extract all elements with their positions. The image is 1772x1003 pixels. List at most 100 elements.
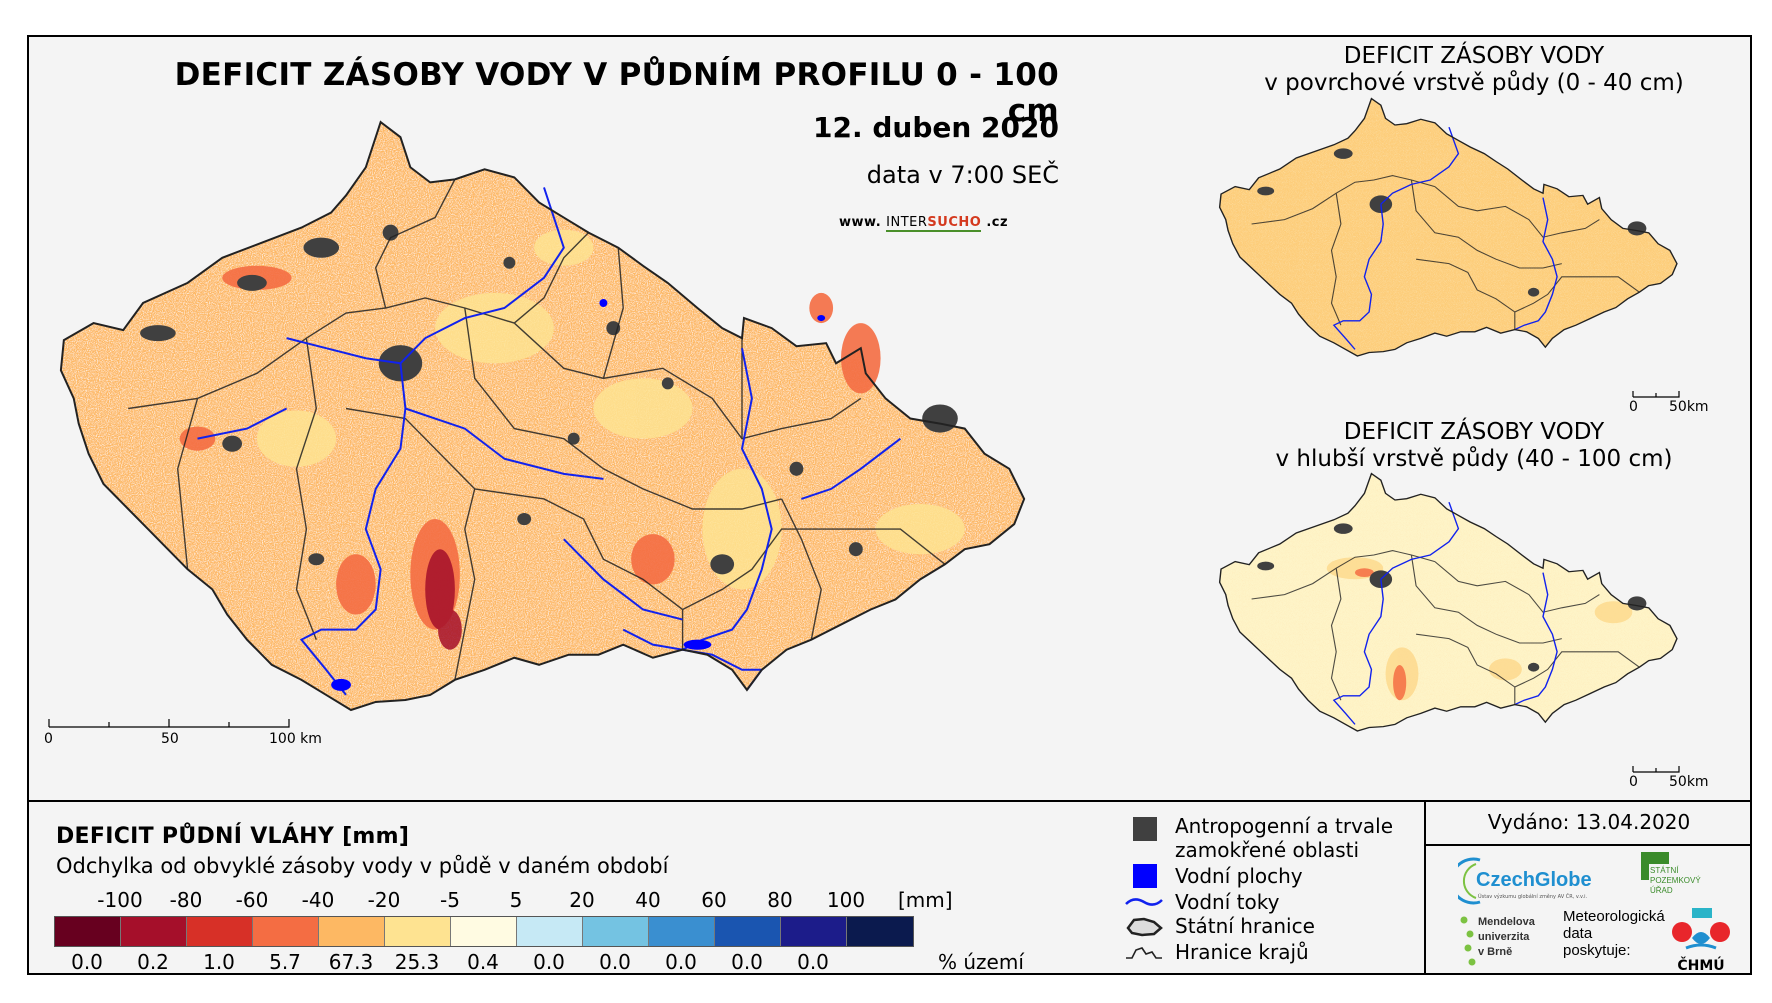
- legend-percent-value: 0.2: [137, 950, 169, 974]
- inset-bottom-scale-50: 50km: [1669, 774, 1709, 790]
- symbol-urban-line1: Antropogenní a trvale: [1175, 814, 1394, 838]
- main-scale-bar: [48, 719, 290, 728]
- legend-panel: DEFICIT PŮDNÍ VLÁHY [mm] Odchylka od obv…: [29, 800, 1752, 975]
- inset-top-scale-bar: [1632, 391, 1680, 398]
- website-link[interactable]: www. INTERSUCHO .cz: [839, 215, 1009, 232]
- legend-percent-value: 0.0: [599, 950, 631, 974]
- water-body-icon: [1124, 864, 1164, 890]
- inset-map-surface: [1218, 97, 1678, 357]
- symbol-region-border: Hranice krajů: [1124, 940, 1309, 966]
- data-time: data v 7:00 SEČ: [866, 161, 1059, 189]
- meteo-line-1: Meteorologická: [1563, 908, 1665, 925]
- legend-swatch: [583, 917, 649, 946]
- urban-area-icon: [1124, 814, 1164, 841]
- legend-swatch: [847, 917, 913, 946]
- symbol-region-border-label: Hranice krajů: [1175, 940, 1309, 964]
- mendel-university-logo[interactable]: Mendelova univerzita v Brně: [1458, 912, 1568, 974]
- main-scale-label-0: 0: [44, 731, 53, 747]
- legend-tick-label: 40: [635, 888, 661, 912]
- legend-tick-label: 100: [826, 888, 866, 912]
- inset-top-scale-50: 50km: [1669, 399, 1709, 415]
- symbol-state-border-label: Státní hranice: [1175, 914, 1315, 938]
- mendel-line-1: Mendelova: [1478, 916, 1535, 928]
- main-map: [59, 121, 1026, 712]
- maps-canvas: [48, 97, 1680, 773]
- partner-logos: CzechGlobe Ústav výzkumu globální změny …: [1426, 844, 1752, 977]
- inset-map-deep: [1218, 472, 1678, 732]
- symbol-urban-label: Antropogenní a trvale zamokřené oblasti: [1175, 814, 1393, 862]
- legend-unit: [mm]: [898, 888, 953, 912]
- spu-line-1: STÁTNÍ: [1650, 866, 1679, 875]
- legend-percent-value: 0.0: [71, 950, 103, 974]
- legend-tick-label: -5: [440, 888, 460, 912]
- region-border-icon: [1124, 940, 1164, 966]
- meteo-line-3: poskytuje:: [1563, 942, 1631, 959]
- inset-bottom-scale-0: 0: [1629, 774, 1638, 790]
- symbol-urban-line2: zamokřené oblasti: [1175, 838, 1360, 862]
- main-scale-label-100: 100 km: [269, 731, 322, 747]
- legend-tick-label: -60: [235, 888, 269, 912]
- inset-bottom-scale-bar: [1632, 766, 1680, 773]
- legend-tick-label: -100: [97, 888, 143, 912]
- legend-title: DEFICIT PŮDNÍ VLÁHY [mm]: [56, 824, 410, 849]
- legend-percent-value: 0.4: [467, 950, 499, 974]
- spu-line-2: POZEMKOVÝ: [1650, 876, 1701, 885]
- website-suffix: .cz: [981, 215, 1009, 230]
- legend-subtitle: Odchylka od obvyklé zásoby vody v půdě v…: [56, 854, 669, 878]
- river-line-icon: [1124, 890, 1164, 916]
- symbol-rivers-label: Vodní toky: [1175, 890, 1280, 914]
- info-box: Vydáno: 13.04.2020 CzechGlobe Ústav výzk…: [1424, 802, 1752, 975]
- website-brand: INTERSUCHO: [886, 215, 982, 232]
- website-prefix: www.: [839, 215, 887, 230]
- legend-swatch: [385, 917, 451, 946]
- mendel-text: Mendelova univerzita v Brně: [1478, 915, 1535, 960]
- chmu-logo[interactable]: ČHMÚ: [1666, 908, 1736, 974]
- spu-logo[interactable]: STÁTNÍ POZEMKOVÝ ÚŘAD: [1636, 850, 1716, 910]
- czechglobe-text: CzechGlobe: [1476, 869, 1592, 891]
- czechglobe-logo[interactable]: CzechGlobe Ústav výzkumu globální změny …: [1458, 854, 1608, 908]
- czechglobe-subtext: Ústav výzkumu globální změny AV ČR, v.v.…: [1478, 894, 1588, 900]
- map-area: DEFICIT ZÁSOBY VODY V PŮDNÍM PROFILU 0 -…: [29, 37, 1750, 800]
- legend-tick-label: 60: [701, 888, 727, 912]
- legend-swatch: [649, 917, 715, 946]
- legend-swatch: [517, 917, 583, 946]
- spu-text: STÁTNÍ POZEMKOVÝ ÚŘAD: [1650, 866, 1701, 896]
- inset-top-title-line2: v povrchové vrstvě půdy (0 - 40 cm): [1264, 70, 1684, 96]
- issued-date: Vydáno: 13.04.2020: [1487, 810, 1691, 834]
- inset-top-title: DEFICIT ZÁSOBY VODY v povrchové vrstvě p…: [1214, 43, 1734, 97]
- symbol-water-bodies: Vodní plochy: [1124, 864, 1303, 890]
- legend-percent-value: 1.0: [203, 950, 235, 974]
- website-brand-a: INTER: [886, 215, 928, 230]
- mendel-line-3: v Brně: [1478, 946, 1513, 958]
- legend-swatch: [121, 917, 187, 946]
- legend-tick-label: -80: [169, 888, 203, 912]
- legend-tick-label: 5: [509, 888, 523, 912]
- spu-line-3: ÚŘAD: [1650, 886, 1673, 895]
- symbol-rivers: Vodní toky: [1124, 890, 1279, 916]
- inset-top-title-line1: DEFICIT ZÁSOBY VODY: [1343, 43, 1605, 69]
- meteo-data-credit: Meteorologická data poskytuje:: [1563, 908, 1665, 959]
- inset-bottom-title: DEFICIT ZÁSOBY VODY v hlubší vrstvě půdy…: [1214, 419, 1734, 473]
- symbol-urban: Antropogenní a trvale zamokřené oblasti: [1124, 814, 1393, 862]
- legend-percent-value: 0.0: [797, 950, 829, 974]
- legend-swatch: [715, 917, 781, 946]
- main-scale-label-50: 50: [161, 731, 179, 747]
- legend-percent-value: 0.0: [665, 950, 697, 974]
- legend-swatch: [781, 917, 847, 946]
- legend-swatch: [253, 917, 319, 946]
- main-title: DEFICIT ZÁSOBY VODY V PŮDNÍM PROFILU 0 -…: [174, 57, 1059, 129]
- map-date: 12. duben 2020: [813, 111, 1059, 144]
- legend-tick-label: 80: [767, 888, 793, 912]
- legend-swatch: [319, 917, 385, 946]
- legend-percent-value: 25.3: [394, 950, 440, 974]
- state-border-icon: [1124, 914, 1164, 940]
- inset-bottom-title-line2: v hlubší vrstvě půdy (40 - 100 cm): [1275, 446, 1673, 472]
- legend-swatch: [55, 917, 121, 946]
- legend-percent-value: 0.0: [731, 950, 763, 974]
- legend-percent-value: 5.7: [269, 950, 301, 974]
- mendel-line-2: univerzita: [1478, 931, 1530, 943]
- website-brand-b: SUCHO: [927, 215, 982, 230]
- legend-color-bar: [54, 916, 914, 947]
- legend-percent-value: 67.3: [328, 950, 374, 974]
- meteo-line-2: data: [1563, 925, 1593, 942]
